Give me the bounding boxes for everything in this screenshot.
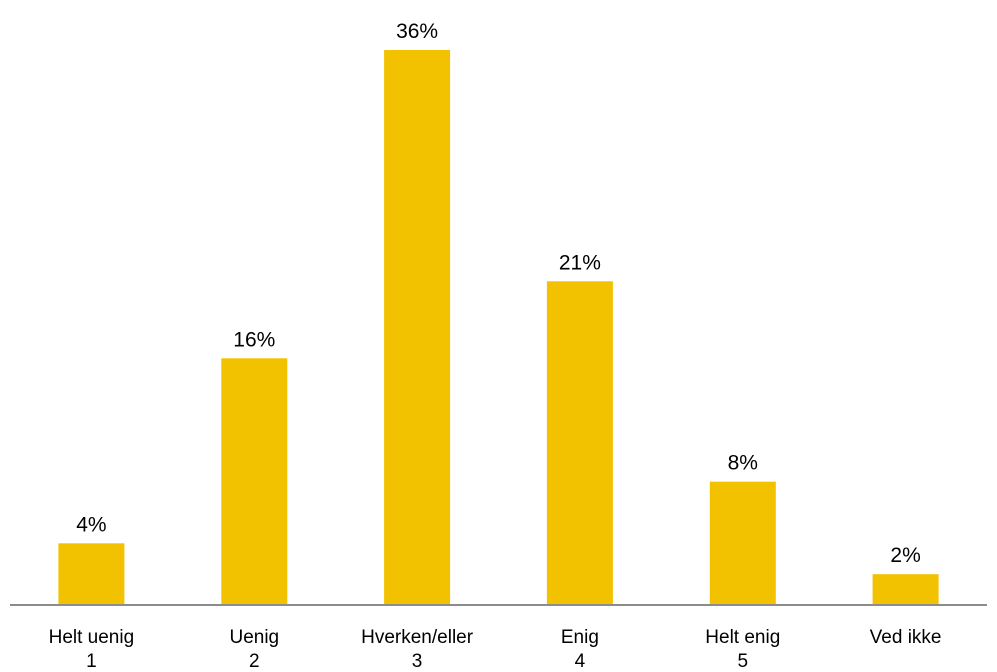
category-label-4: Enig: [561, 627, 599, 648]
value-labels-group: 4% 16% 36% 21% 8% 2%: [76, 20, 921, 567]
bar-2: [221, 358, 288, 605]
bar-3: [384, 50, 451, 605]
bar-4: [546, 281, 613, 606]
category-labels-group: Helt uenig 1 Uenig 2 Hverken/eller 3 Enig 4 Helt…: [49, 627, 942, 672]
category-label-4-sub: 4: [575, 651, 586, 672]
category-label-2: Uenig: [229, 627, 279, 648]
category-label-6: Ved ikke: [870, 627, 942, 648]
category-label-1-sub: 1: [86, 651, 97, 672]
category-label-1: Helt uenig: [49, 627, 135, 648]
bars-group: [58, 50, 939, 606]
category-label-5: Helt enig: [705, 627, 780, 648]
category-label-2-sub: 2: [249, 651, 260, 672]
data-label-3: 36%: [396, 20, 438, 43]
data-label-1: 4%: [76, 513, 106, 536]
data-label-5: 8%: [728, 452, 758, 475]
bar-6: [872, 574, 939, 605]
category-label-3: Hverken/eller: [361, 627, 474, 648]
data-label-6: 2%: [890, 544, 920, 567]
bar-5: [709, 481, 776, 605]
category-label-5-sub: 5: [738, 651, 749, 672]
bar-1: [58, 543, 125, 605]
data-label-2: 16%: [233, 328, 275, 351]
data-label-4: 21%: [559, 251, 601, 274]
category-label-3-sub: 3: [412, 651, 423, 672]
